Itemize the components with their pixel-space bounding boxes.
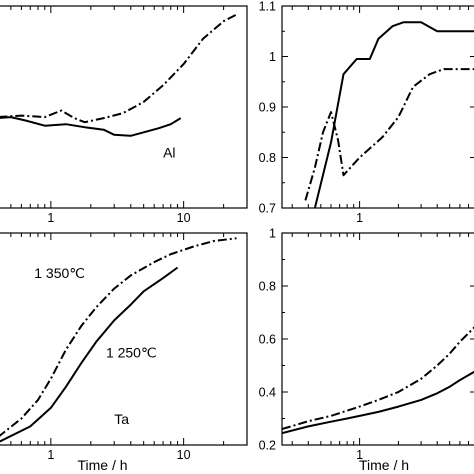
- y-tick-label: 1: [269, 227, 276, 241]
- x-tick-label: 1: [356, 448, 363, 462]
- y-tick-label: 0.7: [259, 202, 276, 216]
- plot-frame-bottom-left: [0, 232, 248, 446]
- series-line-dash-dot: [0, 13, 237, 124]
- x-axis-label: Time / h: [359, 457, 409, 473]
- y-tick-label: 0.8: [259, 151, 276, 165]
- y-tick-label: 0.2: [259, 439, 276, 453]
- x-tick-label: 1: [47, 448, 54, 462]
- y-tick-label: 0.8: [259, 280, 276, 294]
- x-axis-label: Time / h: [77, 457, 127, 473]
- y-tick-label: 1.1: [259, 0, 276, 14]
- chart-annotation: 1 250℃: [106, 345, 157, 361]
- series-line-solid: [313, 21, 474, 208]
- series-line-solid: [282, 370, 474, 435]
- x-tick-label: 10: [177, 211, 191, 225]
- chart-annotation: Ta: [114, 411, 129, 427]
- y-tick-label: 0.9: [259, 101, 276, 115]
- chart-annotation: Al: [163, 145, 175, 161]
- plot-frame-bottom-right: [281, 232, 474, 446]
- y-tick-label: 0.4: [259, 386, 276, 400]
- series-line-solid: [0, 116, 182, 137]
- x-tick-label: 1: [47, 211, 54, 225]
- series-line-dash-dot: [0, 237, 237, 437]
- y-tick-label: 1: [269, 50, 276, 64]
- series-line-dash-dot: [304, 68, 474, 201]
- x-tick-label: 10: [177, 448, 191, 462]
- y-tick-label: 0.6: [259, 333, 276, 347]
- series-line-dash-dot: [282, 326, 474, 431]
- plot-frame-top-left: [0, 5, 248, 209]
- x-tick-label: 1: [356, 211, 363, 225]
- plot-frame-top-right: [281, 5, 474, 209]
- series-line-solid: [0, 266, 179, 443]
- chart-annotation: 1 350℃: [34, 265, 85, 281]
